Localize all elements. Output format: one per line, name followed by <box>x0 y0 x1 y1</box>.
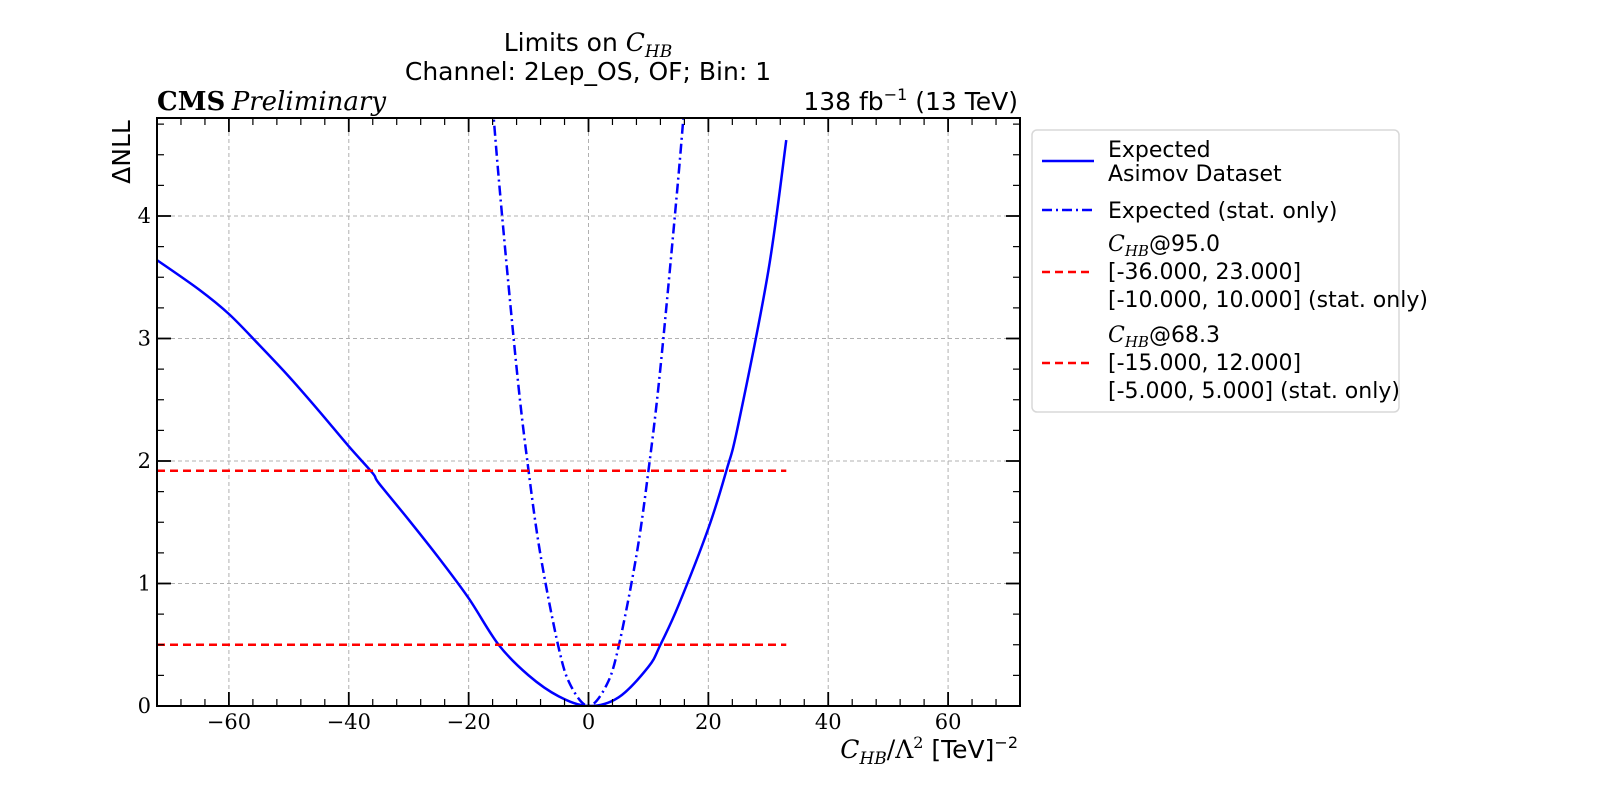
y-tick-label: 0 <box>138 694 151 718</box>
chart-title-line1: Limits on CHB <box>504 28 673 62</box>
legend-cl68-interval-stat: [-5.000, 5.000] (stat. only) <box>1108 379 1400 404</box>
legend-expected-line1: Expected <box>1108 138 1211 163</box>
x-tick-label: 20 <box>695 710 722 734</box>
legend: Expected Asimov Dataset Expected (stat. … <box>1031 129 1428 413</box>
tick-labels: −60 −40 −20 0 20 40 60 0 1 2 3 4 <box>138 204 962 734</box>
y-tick-label: 3 <box>138 327 151 351</box>
lumi-label: 138 fb−1 (13 TeV) <box>803 85 1018 116</box>
ticks <box>156 118 1021 707</box>
x-tick-label: 0 <box>582 710 595 734</box>
legend-cl68-interval: [-15.000, 12.000] <box>1108 351 1301 376</box>
x-tick-label: −40 <box>327 710 371 734</box>
chart-title-line2: Channel: 2Lep_OS, OF; Bin: 1 <box>405 57 771 86</box>
x-tick-label: 40 <box>815 710 842 734</box>
y-axis-label: ΔNLL <box>107 120 136 184</box>
series-group <box>157 118 788 706</box>
x-tick-label: 60 <box>935 710 962 734</box>
grid <box>157 118 1020 707</box>
y-tick-label: 1 <box>138 572 151 596</box>
legend-cl95-interval-stat: [-10.000, 10.000] (stat. only) <box>1108 288 1428 313</box>
x-tick-label: −20 <box>446 710 490 734</box>
legend-cl68-header: CHB@68.3 <box>1108 323 1220 351</box>
x-tick-label: −60 <box>207 710 251 734</box>
legend-cl95-header: CHB@95.0 <box>1108 232 1220 260</box>
legend-stat-only: Expected (stat. only) <box>1108 199 1338 224</box>
legend-expected-line2: Asimov Dataset <box>1108 162 1282 187</box>
y-tick-label: 4 <box>138 204 151 228</box>
series-line-solid-0 <box>157 139 788 706</box>
x-axis-label: CHB/Λ2 [TeV]−2 <box>840 733 1018 769</box>
series-line-dashdot-1 <box>492 118 685 706</box>
y-tick-label: 2 <box>138 449 151 473</box>
legend-box <box>1031 129 1400 413</box>
cms-label: CMS Preliminary <box>157 87 386 117</box>
legend-cl95-interval: [-36.000, 23.000] <box>1108 260 1301 285</box>
